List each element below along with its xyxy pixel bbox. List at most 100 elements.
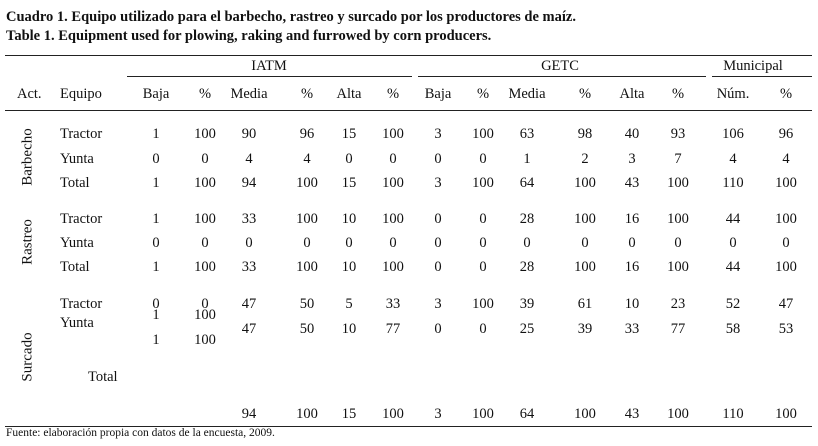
table-cell: 16 bbox=[624, 211, 640, 227]
table-cell: 4 bbox=[245, 151, 253, 167]
table-cell: 0 bbox=[152, 151, 160, 167]
table-cell: 50 bbox=[299, 321, 315, 337]
table-cell: 61 bbox=[577, 296, 593, 312]
table-cell: 1 bbox=[152, 332, 160, 348]
table-cell: 33 bbox=[624, 321, 640, 337]
table-cell: 100 bbox=[775, 406, 797, 422]
row-label: Total bbox=[60, 259, 90, 275]
table-cell: 28 bbox=[519, 211, 535, 227]
table-cell: 40 bbox=[624, 126, 640, 142]
activity-label-barbecho: Barbecho bbox=[19, 128, 36, 186]
column-header: % bbox=[671, 86, 685, 102]
table-cell: 0 bbox=[479, 235, 487, 251]
table-cell: 63 bbox=[519, 126, 535, 142]
table-cell: 3 bbox=[628, 151, 636, 167]
table-cell: 23 bbox=[670, 296, 686, 312]
column-header: % bbox=[779, 86, 793, 102]
table-cell: 110 bbox=[722, 175, 744, 191]
municipal-group-rule bbox=[712, 76, 812, 77]
column-header: Alta bbox=[619, 86, 645, 102]
table-cell: 0 bbox=[581, 235, 589, 251]
table-cell: 64 bbox=[519, 406, 535, 422]
table-cell: 77 bbox=[670, 321, 686, 337]
table-cell: 10 bbox=[341, 259, 357, 275]
table-cell: 1 bbox=[152, 126, 160, 142]
table-cell: 94 bbox=[241, 175, 257, 191]
table-cell: 0 bbox=[389, 235, 397, 251]
table-cell: 1 bbox=[152, 307, 160, 323]
row-label: Tractor bbox=[60, 126, 103, 142]
table-cell: 0 bbox=[345, 235, 353, 251]
table-cell: 100 bbox=[296, 259, 318, 275]
column-header: % bbox=[476, 86, 490, 102]
table-cell: 100 bbox=[194, 211, 216, 227]
table-cell: 100 bbox=[194, 332, 216, 348]
table-cell: 3 bbox=[434, 126, 442, 142]
column-header: % bbox=[300, 86, 314, 102]
table-cell: 100 bbox=[574, 211, 596, 227]
table-title-en: Table 1. Equipment used for plowing, rak… bbox=[6, 28, 492, 44]
table-cell: 0 bbox=[245, 235, 253, 251]
column-header: Baja bbox=[424, 86, 452, 102]
table-cell: 100 bbox=[667, 211, 689, 227]
table-cell: 77 bbox=[385, 321, 401, 337]
table-cell: 39 bbox=[577, 321, 593, 337]
table-cell: 0 bbox=[152, 296, 160, 312]
table-cell: 100 bbox=[472, 126, 494, 142]
table-cell: 43 bbox=[624, 175, 640, 191]
table-cell: 15 bbox=[341, 126, 357, 142]
table-cell: 0 bbox=[674, 235, 682, 251]
column-header: Alta bbox=[336, 86, 362, 102]
table-cell: 4 bbox=[303, 151, 311, 167]
table-cell: 100 bbox=[574, 406, 596, 422]
table-cell: 100 bbox=[472, 175, 494, 191]
table-cell: 1 bbox=[152, 211, 160, 227]
table-cell: 100 bbox=[194, 307, 216, 323]
table-cell: 100 bbox=[296, 211, 318, 227]
table-cell: 0 bbox=[303, 235, 311, 251]
table-cell: 4 bbox=[729, 151, 737, 167]
column-header: Act. bbox=[17, 86, 42, 102]
activity-label-surcado: Surcado bbox=[19, 332, 36, 382]
table-cell: 100 bbox=[382, 126, 404, 142]
table-cell: 0 bbox=[782, 235, 790, 251]
table-cell: 0 bbox=[523, 235, 531, 251]
table-cell: 0 bbox=[152, 235, 160, 251]
table-cell: 0 bbox=[434, 259, 442, 275]
group-header-iatm: IATM bbox=[251, 58, 287, 74]
table-cell: 0 bbox=[434, 235, 442, 251]
table-cell: 100 bbox=[296, 406, 318, 422]
column-header: Núm. bbox=[716, 86, 750, 102]
table-cell: 25 bbox=[519, 321, 535, 337]
table-cell: 39 bbox=[519, 296, 535, 312]
table-cell: 0 bbox=[479, 211, 487, 227]
table-cell: 100 bbox=[382, 211, 404, 227]
column-header: % bbox=[198, 86, 212, 102]
top-rule bbox=[5, 55, 812, 56]
table-cell: 2 bbox=[581, 151, 589, 167]
table-cell: 90 bbox=[241, 126, 257, 142]
table-cell: 100 bbox=[382, 406, 404, 422]
group-header-getc: GETC bbox=[541, 58, 579, 74]
table-cell: 0 bbox=[201, 151, 209, 167]
table-cell: 47 bbox=[241, 321, 257, 337]
table-cell: 0 bbox=[434, 211, 442, 227]
table-cell: 33 bbox=[241, 259, 257, 275]
table-title-es: Cuadro 1. Equipo utilizado para el barbe… bbox=[6, 9, 576, 25]
table-cell: 50 bbox=[299, 296, 315, 312]
table-cell: 1 bbox=[152, 175, 160, 191]
table-cell: 44 bbox=[725, 259, 741, 275]
table-cell: 7 bbox=[674, 151, 682, 167]
table-cell: 44 bbox=[725, 211, 741, 227]
table-cell: 0 bbox=[628, 235, 636, 251]
table-cell: 3 bbox=[434, 406, 442, 422]
table-cell: 96 bbox=[778, 126, 794, 142]
row-label: Yunta bbox=[60, 151, 94, 167]
table-cell: 28 bbox=[519, 259, 535, 275]
table-cell: 100 bbox=[472, 296, 494, 312]
table-cell: 10 bbox=[341, 211, 357, 227]
footnote: Fuente: elaboración propia con datos de … bbox=[6, 427, 275, 439]
table-cell: 52 bbox=[725, 296, 741, 312]
row-label: Yunta bbox=[60, 235, 94, 251]
table-cell: 53 bbox=[778, 321, 794, 337]
